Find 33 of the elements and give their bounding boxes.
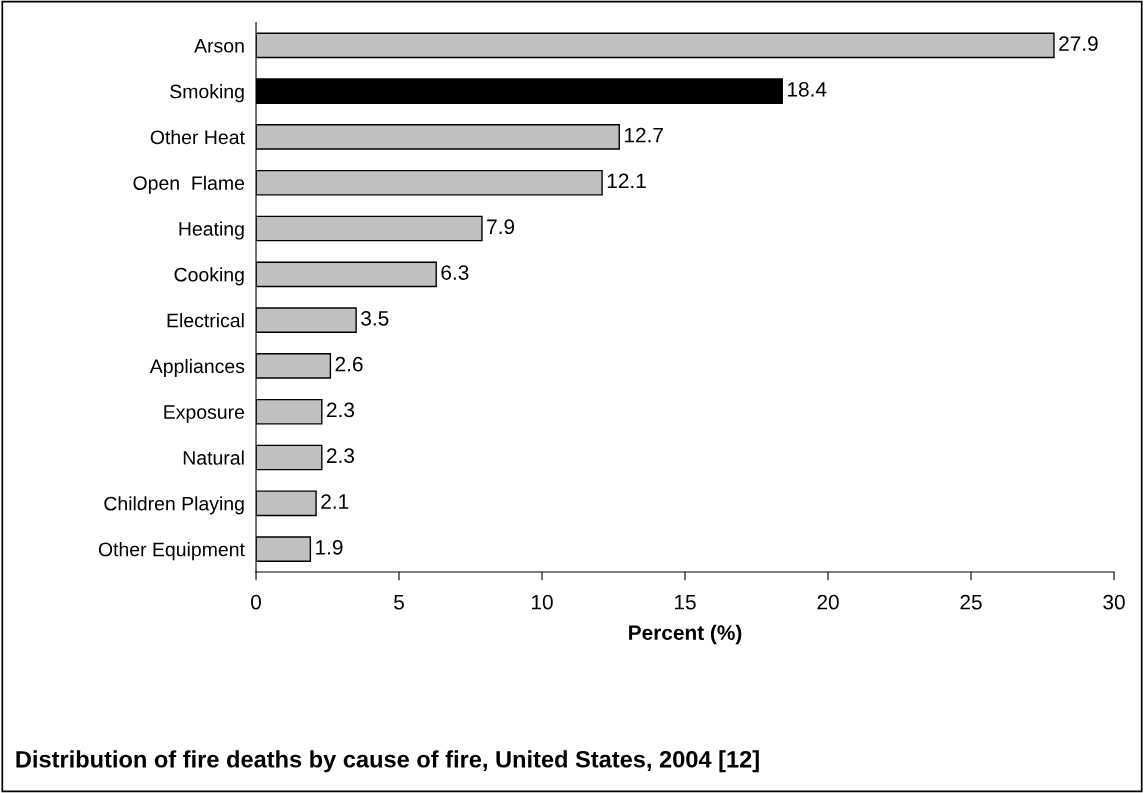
x-tick-label: 25: [960, 594, 982, 610]
y-tick-label: Other Equipment: [98, 542, 245, 561]
y-tick-label: Arson: [194, 39, 244, 53]
y-tick-label: Cooking: [174, 267, 244, 286]
x-tick-label: 20: [817, 594, 839, 610]
y-tick-label: Exposure: [164, 405, 245, 423]
data-label: 12.7: [625, 127, 663, 143]
data-label: 7.9: [487, 219, 515, 235]
data-label: 18.4: [788, 81, 827, 97]
x-tick-label: 15: [675, 594, 696, 610]
y-tick-label: Heating: [179, 221, 244, 240]
x-tick-label: 0: [251, 594, 262, 610]
y-tick-label: Children Playing: [104, 496, 244, 515]
y-tick-label: Appliances: [149, 358, 245, 377]
y-tick-label: Open Flame: [133, 175, 245, 194]
y-tick-label: Natural: [183, 450, 244, 465]
y-tick-label: Electrical: [167, 313, 244, 328]
x-tick-label: 10: [532, 594, 553, 610]
x-tick-label: 5: [394, 594, 404, 610]
text: Distribution of fire deaths by cause of fire, United States, 2004 [12]: [16, 750, 759, 773]
x-tick-label: 30: [1103, 594, 1125, 610]
data-label: 2.3: [327, 448, 355, 464]
y-tick-label: Smoking: [170, 84, 244, 103]
x-axis-title: Percent (%): [629, 624, 742, 645]
data-label: 6.3: [441, 265, 469, 280]
y-tick-label: Other Heat: [150, 129, 245, 145]
data-label: 2.3: [327, 402, 355, 418]
data-label: 2.6: [335, 356, 363, 372]
data-label: 27.9: [1059, 36, 1098, 51]
data-label: 12.1: [607, 173, 646, 189]
data-label: 2.1: [321, 494, 349, 509]
data-label: 3.5: [361, 310, 389, 326]
data-label: 1.9: [316, 539, 343, 555]
